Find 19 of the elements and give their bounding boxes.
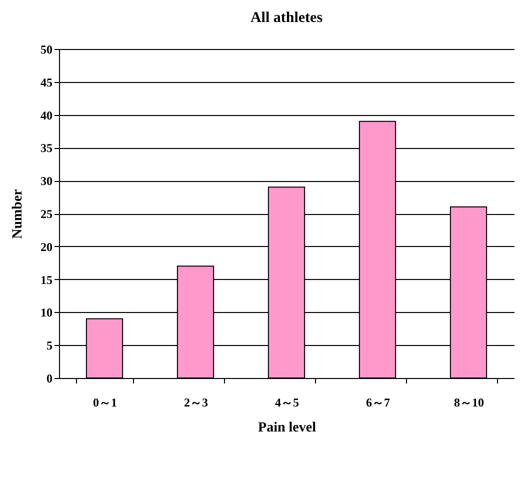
y-tick-label: 40 [40,108,52,122]
y-tick-label: 20 [40,240,52,254]
y-tick-label: 35 [40,141,52,156]
y-tick-label: 30 [40,174,52,188]
y-tick-label: 15 [40,272,52,287]
x-tick-label: 4～5 [275,396,299,410]
x-tick-label: 2～3 [184,396,208,410]
y-tick-label: 45 [40,75,52,90]
y-tick-label: 0 [46,372,52,386]
x-tick-label: 0～1 [93,396,117,410]
y-tick-label: 25 [40,207,52,221]
y-tick-label: 50 [40,42,52,56]
chart-title: All athletes [250,10,323,26]
y-tick-label: 5 [46,338,52,353]
x-axis-title: Pain level [258,420,316,436]
x-tick-label: 8～10 [454,396,484,410]
y-tick-label: 10 [40,306,52,320]
x-tick-label: 6～7 [366,396,390,410]
y-axis-title: Number [10,189,26,239]
